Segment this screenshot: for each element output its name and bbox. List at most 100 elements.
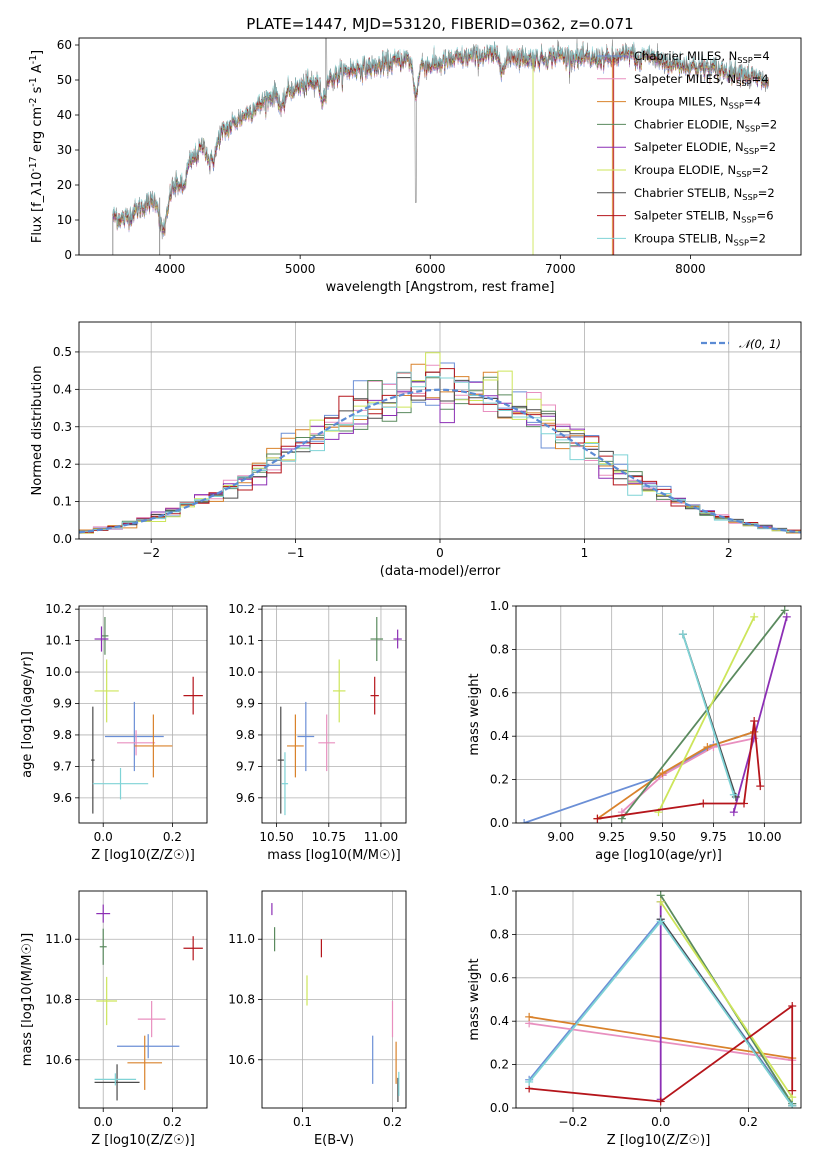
weight-marker xyxy=(729,790,738,799)
mass-vs-ebv-panel: 0.1 0.2 10.6 10.8 11.0 E(B-V) xyxy=(228,890,407,1148)
y-axis-label: age [log10(age/yr)] xyxy=(20,651,35,778)
axes-frame xyxy=(515,890,802,1109)
x-tick-label: 10.50 xyxy=(259,830,293,844)
data-point xyxy=(281,752,289,816)
x-tick-label: 0 xyxy=(436,546,444,560)
data-point xyxy=(96,976,118,1026)
weight-marker xyxy=(525,1077,534,1086)
data-point xyxy=(117,1034,180,1059)
x-tick-label: 9.75 xyxy=(700,830,727,844)
data-point xyxy=(104,701,164,772)
x-axis-label: (data-model)/error xyxy=(380,564,501,579)
x-axis-label: wavelength [Angstrom, rest frame] xyxy=(326,280,555,295)
x-tick-label: 2 xyxy=(725,546,733,560)
data-point xyxy=(277,706,284,814)
y-tick-label: 0.8 xyxy=(490,642,509,656)
legend: Chabrier MILES, NSSP=4 Salpeter MILES, NS… xyxy=(597,49,777,247)
x-tick-label: 10.75 xyxy=(312,830,346,844)
x-tick-label: −0.2 xyxy=(558,1115,587,1129)
x-tick-label: 6000 xyxy=(415,262,446,276)
legend-entry: Kroupa ELODIE, NSSP=2 xyxy=(634,163,769,179)
data-point xyxy=(297,701,315,772)
age-vs-mass-panel: 10.50 10.75 11.00 9.6 9.7 9.8 9.9 10.0 10.1 10.2 m… xyxy=(228,602,407,863)
y-tick-label: 10.2 xyxy=(45,602,72,616)
y-tick-label: 9.8 xyxy=(53,728,72,742)
data-point xyxy=(137,1001,166,1038)
y-tick-label: 10.6 xyxy=(45,1053,72,1067)
data-point xyxy=(91,706,95,814)
weight-marker xyxy=(525,1012,534,1021)
x-tick-label: 11.00 xyxy=(364,830,398,844)
data-point xyxy=(183,676,203,715)
data-point xyxy=(134,714,173,778)
weight-series-line xyxy=(659,901,793,1098)
y-tick-label: 9.6 xyxy=(236,791,255,805)
residual-histogram xyxy=(79,381,801,533)
x-tick-label: 0.0 xyxy=(94,830,113,844)
y-tick-label: 1.0 xyxy=(490,599,509,613)
x-tick-label: 0.2 xyxy=(163,1115,182,1129)
y-tick-label: 9.7 xyxy=(236,759,255,773)
y-tick-label: 0 xyxy=(64,248,72,262)
x-axis-label: age [log10(age/yr)] xyxy=(595,848,722,863)
legend-entry: Salpeter ELODIE, NSSP=2 xyxy=(634,140,776,156)
data-point xyxy=(94,659,119,723)
data-point xyxy=(318,714,336,772)
y-tick-label: 0.0 xyxy=(490,1101,509,1115)
y-tick-label: 10.8 xyxy=(228,993,255,1007)
y-tick-label: 0.4 xyxy=(490,1014,509,1028)
data-point xyxy=(96,904,111,923)
data-point xyxy=(117,730,156,756)
y-tick-label: 0.2 xyxy=(490,1058,509,1072)
spectrum-panel: 4000 5000 6000 7000 8000 0 10 20 30 40 50 60 wavelen… xyxy=(28,15,802,295)
x-axis-label: Z [log10(Z/Z☉)] xyxy=(91,848,195,863)
y-tick-label: 10.0 xyxy=(228,665,255,679)
axes-frame xyxy=(78,605,208,824)
y-tick-label: 60 xyxy=(57,38,72,52)
mass-vs-metallicity-panel: 0.0 0.2 10.6 10.8 11.0 Z [log10(Z/Z☉)] mass [l… xyxy=(20,890,208,1148)
data-point xyxy=(94,626,109,652)
x-tick-label: 0.0 xyxy=(94,1115,113,1129)
y-axis-label: Normed distribution xyxy=(30,366,45,496)
y-tick-label: 10 xyxy=(57,213,72,227)
legend: 𝒩(0, 1) xyxy=(701,337,781,351)
weight-marker xyxy=(656,1097,665,1106)
normal-curve xyxy=(79,388,801,534)
y-tick-label: 0.3 xyxy=(53,420,72,434)
axes-frame xyxy=(261,605,407,824)
legend-entry: 𝒩(0, 1) xyxy=(739,337,781,351)
y-tick-label: 9.9 xyxy=(236,696,255,710)
axes-frame xyxy=(78,321,802,540)
y-axis-label: Flux [f_λ10-17 erg cm-2 s-1 A-1] xyxy=(28,50,45,243)
y-axis-label: mass weight xyxy=(467,958,482,1040)
y-tick-label: 9.8 xyxy=(236,728,255,742)
data-point xyxy=(94,1064,140,1101)
x-axis-label: E(B-V) xyxy=(314,1133,354,1148)
axes-frame xyxy=(78,37,802,256)
weight-marker xyxy=(703,743,712,752)
x-tick-label: −1 xyxy=(287,546,305,560)
y-tick-label: 0.8 xyxy=(490,927,509,941)
x-tick-label: 0.2 xyxy=(383,1115,402,1129)
x-tick-label: 0.0 xyxy=(651,1115,670,1129)
weight-series-line xyxy=(529,1004,794,1103)
y-tick-label: 40 xyxy=(57,108,72,122)
legend-entry: Chabrier STELIB, NSSP=2 xyxy=(634,186,775,202)
legend-entry: Kroupa STELIB, NSSP=2 xyxy=(634,231,766,247)
model-spectrum-line xyxy=(112,41,769,229)
x-tick-label: 10.00 xyxy=(747,830,781,844)
x-axis-label: Z [log10(Z/Z☉)] xyxy=(607,1133,711,1148)
y-tick-label: 0.6 xyxy=(490,686,509,700)
data-point xyxy=(183,936,203,961)
y-tick-label: 10.2 xyxy=(228,602,255,616)
x-tick-label: −2 xyxy=(142,546,160,560)
weight-marker xyxy=(520,819,529,823)
y-tick-label: 11.0 xyxy=(45,932,72,946)
weight-marker xyxy=(656,897,665,906)
data-point xyxy=(99,928,107,965)
axes-frame xyxy=(78,890,208,1109)
legend-entry: Kroupa MILES, NSSP=4 xyxy=(634,95,761,111)
weight-series-line xyxy=(657,616,756,813)
weight-marker xyxy=(782,612,791,621)
